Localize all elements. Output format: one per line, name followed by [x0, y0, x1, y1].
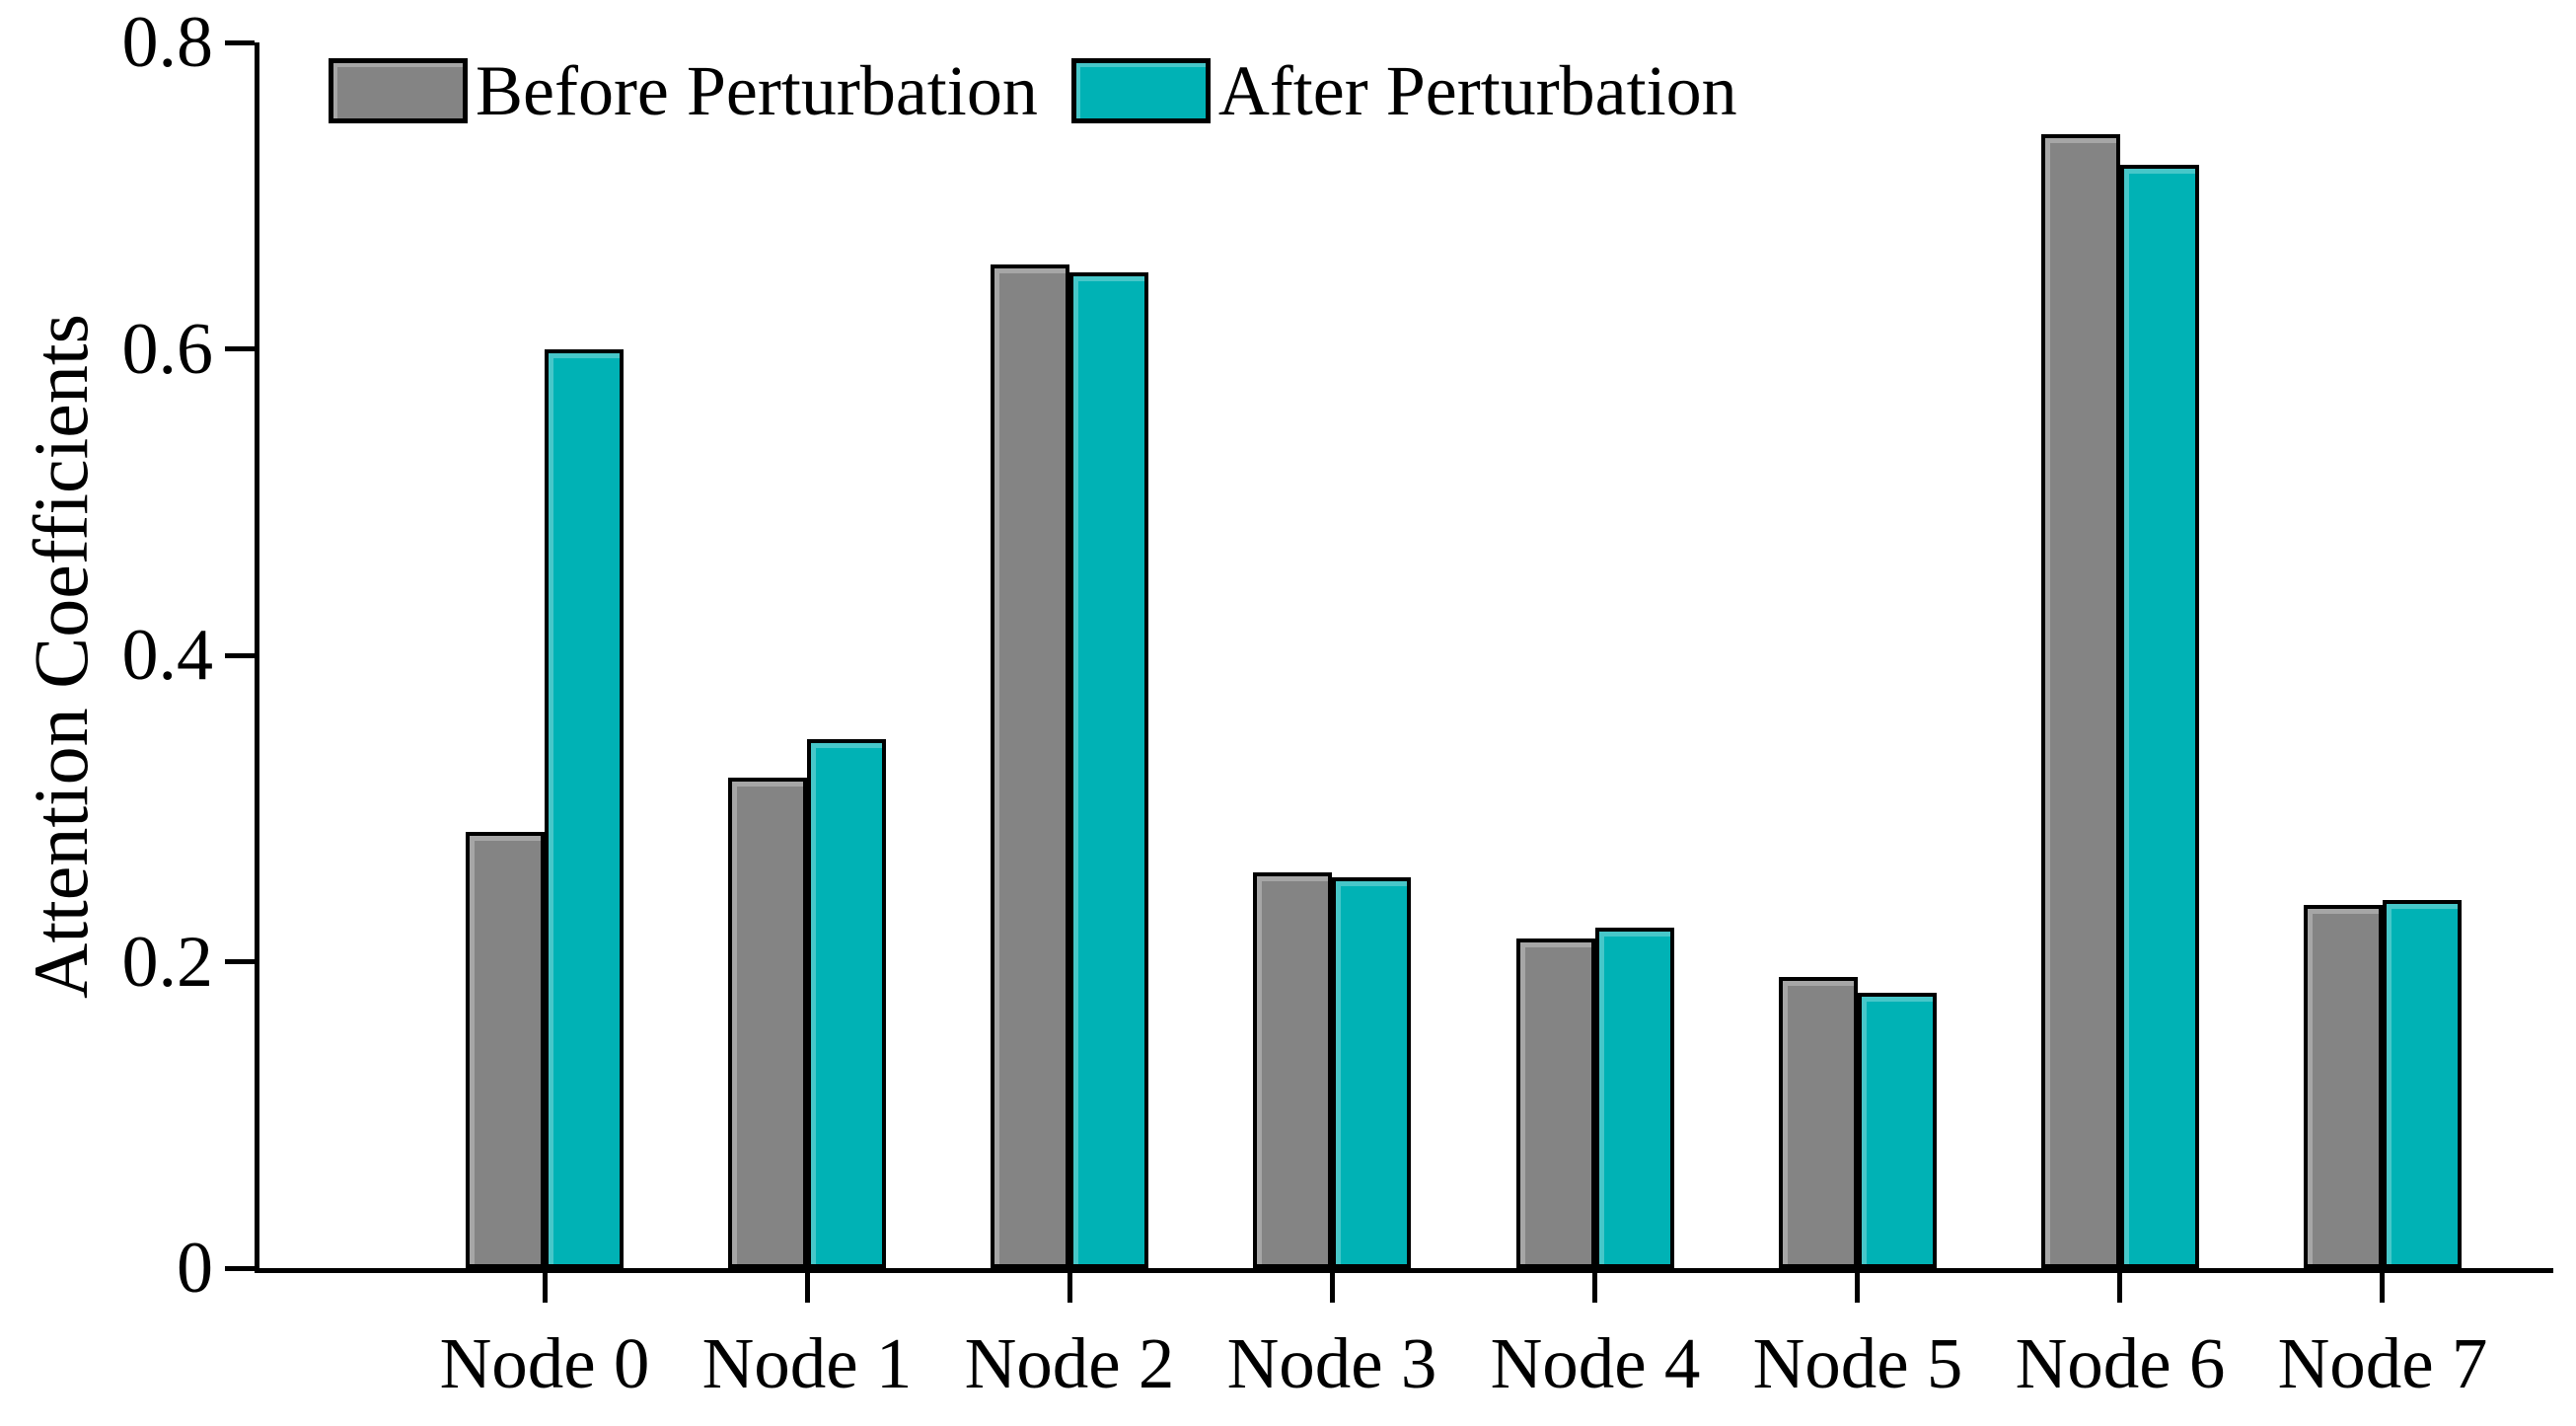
- x-tick-node-0: [543, 1273, 548, 1303]
- y-tick-0.6: [225, 346, 255, 351]
- y-tick-label-0.4: 0.4: [121, 615, 214, 696]
- legend-item-after: After Perturbation: [1070, 51, 1737, 130]
- legend: Before Perturbation After Perturbation: [329, 55, 1737, 126]
- bar-after-node-6: [2119, 165, 2199, 1268]
- x-tick-label-node-1: Node 1: [701, 1323, 913, 1403]
- x-tick-label-node-3: Node 3: [1226, 1323, 1437, 1403]
- bar-before-node-1: [728, 778, 808, 1268]
- bar-after-node-4: [1594, 928, 1674, 1268]
- x-tick-node-3: [1330, 1273, 1335, 1303]
- bar-before-node-5: [1778, 977, 1858, 1268]
- legend-swatch-before-icon: [329, 58, 468, 123]
- bar-before-node-3: [1253, 872, 1333, 1268]
- x-tick-node-1: [805, 1273, 810, 1303]
- x-axis-line: [255, 1268, 2553, 1273]
- x-tick-node-5: [1855, 1273, 1860, 1303]
- bar-after-node-1: [807, 739, 887, 1268]
- bar-before-node-4: [1515, 938, 1595, 1268]
- x-tick-node-7: [2380, 1273, 2385, 1303]
- y-tick-label-0.8: 0.8: [121, 2, 214, 83]
- x-tick-label-node-4: Node 4: [1490, 1323, 1701, 1403]
- legend-label-before: Before Perturbation: [476, 51, 1038, 130]
- y-tick-0.8: [225, 40, 255, 45]
- x-tick-node-6: [2117, 1273, 2122, 1303]
- bar-after-node-5: [1857, 993, 1937, 1268]
- y-tick-0: [225, 1266, 255, 1271]
- x-tick-label-node-0: Node 0: [439, 1323, 650, 1403]
- y-tick-label-0: 0: [177, 1228, 213, 1309]
- y-tick-label-0.2: 0.2: [121, 922, 214, 1003]
- y-tick-0.4: [225, 653, 255, 658]
- legend-swatch-after-icon: [1070, 58, 1211, 123]
- legend-label-after: After Perturbation: [1217, 51, 1737, 130]
- y-axis-line: [255, 42, 259, 1273]
- y-tick-label-0.6: 0.6: [121, 309, 214, 390]
- bar-before-node-6: [2040, 134, 2120, 1268]
- bar-before-node-7: [2303, 905, 2383, 1268]
- y-tick-0.2: [225, 959, 255, 964]
- plot-area: Node 0 Node 1 Node 2 Node 3 Node 4 Node 5 Node…: [122, 6, 2552, 1402]
- x-tick-label-node-6: Node 6: [2015, 1323, 2226, 1403]
- x-tick-node-4: [1592, 1273, 1597, 1303]
- bar-after-node-0: [545, 349, 624, 1268]
- x-tick-label-node-5: Node 5: [1752, 1323, 1963, 1403]
- legend-item-before: Before Perturbation: [329, 55, 1038, 126]
- bar-after-node-3: [1332, 877, 1412, 1268]
- x-tick-label-node-2: Node 2: [964, 1323, 1175, 1403]
- bar-after-node-2: [1069, 272, 1149, 1268]
- bar-after-node-7: [2382, 900, 2462, 1268]
- bar-before-node-2: [991, 264, 1070, 1268]
- x-tick-label-node-7: Node 7: [2277, 1323, 2488, 1403]
- x-tick-node-2: [1067, 1273, 1072, 1303]
- bar-before-node-0: [466, 832, 545, 1268]
